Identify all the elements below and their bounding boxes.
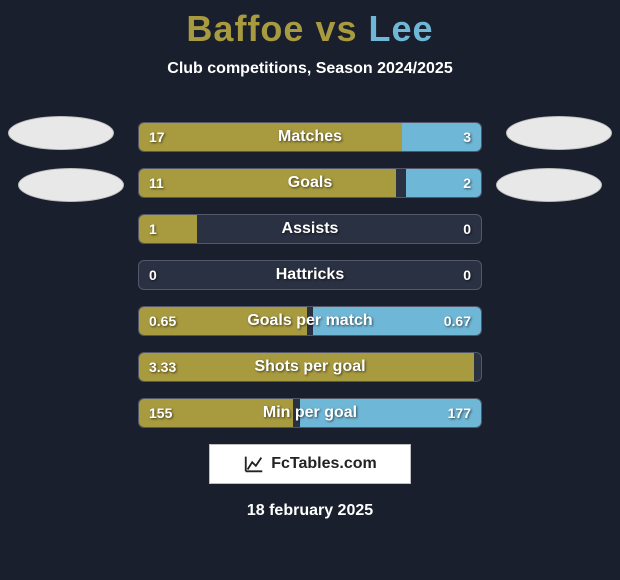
stat-bar-left	[139, 169, 396, 197]
footer-logo-text: FcTables.com	[271, 455, 377, 473]
stat-label: Hattricks	[139, 261, 481, 289]
stat-row: Hattricks0 0	[138, 260, 482, 290]
header: Baffoe vs Lee Club competitions, Season …	[0, 0, 620, 78]
footer-logo: FcTables.com	[209, 444, 411, 484]
stat-value-left: 0	[139, 261, 167, 289]
stat-bar-left	[139, 307, 307, 335]
vs-label: vs	[315, 8, 357, 49]
stat-bar-right	[402, 123, 481, 151]
stat-row: Assists10	[138, 214, 482, 244]
stat-bar-right	[313, 307, 481, 335]
stat-bars: Matches173Goals112Assists10Hattricks00Go…	[138, 122, 482, 444]
stat-row: Shots per goal3.33	[138, 352, 482, 382]
player2-name: Lee	[369, 8, 434, 49]
stat-row: Matches173	[138, 122, 482, 152]
stat-bar-left	[139, 353, 474, 381]
stat-row: Goals per match0.650.67	[138, 306, 482, 336]
stat-row: Goals112	[138, 168, 482, 198]
right-badge-1	[506, 116, 612, 150]
right-badge-2	[496, 168, 602, 202]
stat-value-right: 0	[453, 215, 481, 243]
left-badge-2	[18, 168, 124, 202]
comparison-title: Baffoe vs Lee	[0, 8, 620, 50]
stat-bar-left	[139, 215, 197, 243]
left-badge-1	[8, 116, 114, 150]
stat-bar-right	[406, 169, 481, 197]
chart-icon	[243, 453, 265, 475]
subtitle: Club competitions, Season 2024/2025	[0, 60, 620, 78]
stat-bar-right	[300, 399, 481, 427]
stat-row: Min per goal155177	[138, 398, 482, 428]
stat-bar-left	[139, 123, 402, 151]
player1-name: Baffoe	[186, 8, 304, 49]
footer-date: 18 february 2025	[0, 502, 620, 520]
stat-value-right: 0	[453, 261, 481, 289]
stat-bar-left	[139, 399, 293, 427]
